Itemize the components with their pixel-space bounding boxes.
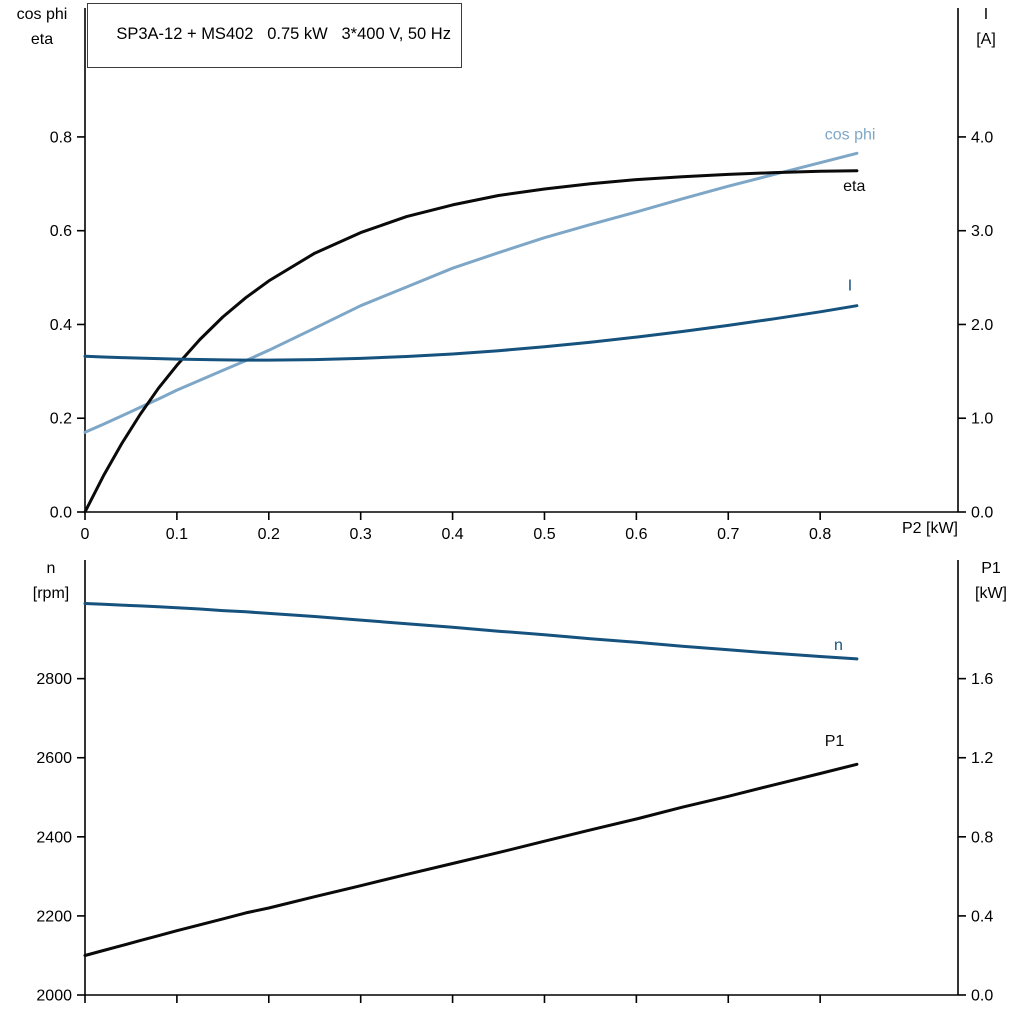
curve-n [83, 602, 859, 661]
left-axis-tick-label: 2800 [36, 671, 72, 688]
x-axis-tick-label: 0.7 [717, 526, 739, 543]
right-axis-tick-label: 2.0 [971, 317, 993, 334]
axis-title-line-p1: P1 [981, 560, 1001, 577]
axis-title-line-eta: eta [30, 31, 54, 48]
x-axis-tick-label: 0 [81, 526, 90, 543]
curve-I [83, 304, 859, 362]
right-axis-tick-label: 1.6 [971, 671, 993, 688]
curve-label-cos-phi: cos phi [825, 126, 876, 143]
x-axis-tick-label: 0.1 [166, 526, 188, 543]
left-axis-tick-label: 0.2 [50, 411, 72, 428]
right-axis-tick-label: 1.2 [971, 750, 993, 767]
x-axis-tick-label: 0.8 [809, 526, 831, 543]
axis-title-line-ampere-unit: [A] [976, 31, 996, 48]
chart-title-box: SP3A-12 + MS402 0.75 kW 3*400 V, 50 Hz [87, 3, 462, 68]
left-axis-tick-label: 2400 [36, 829, 72, 846]
top-chart-left-axis-title: cos phi eta [2, 2, 82, 52]
left-axis-tick-label: 0.6 [50, 223, 72, 240]
axis-title-line-kw-unit: [kW] [975, 585, 1007, 602]
right-axis-tick-label: 4.0 [971, 129, 993, 146]
curve-P1 [83, 762, 859, 957]
curve-cos-phi [83, 151, 859, 434]
curve-label-P1: P1 [825, 733, 845, 750]
x-axis-tick-label: 0.3 [350, 526, 372, 543]
bottom-chart-left-axis-title: n [rpm] [8, 556, 94, 606]
left-axis-tick-label: 2600 [36, 750, 72, 767]
left-axis-tick-label: 0.8 [50, 129, 72, 146]
x-axis-tick-label: 0.5 [533, 526, 555, 543]
right-axis-tick-label: 3.0 [971, 223, 993, 240]
right-axis-tick-label: 0.0 [971, 988, 993, 1005]
chart-title-text: SP3A-12 + MS402 0.75 kW 3*400 V, 50 Hz [116, 25, 451, 43]
x-axis-tick-label: 0.4 [441, 526, 463, 543]
left-axis-tick-label: 0.0 [50, 505, 72, 522]
curve-label-eta: eta [843, 178, 865, 195]
curve-label-I: I [848, 278, 852, 295]
x-axis-tick-label: 0.2 [258, 526, 280, 543]
x-axis-label: P2 [kW] [901, 520, 958, 537]
axis-title-line-speed: n [46, 560, 56, 577]
left-axis-tick-label: 0.4 [50, 317, 72, 334]
curve-eta [83, 169, 859, 514]
axis-title-line-cos-phi: cos phi [16, 6, 68, 23]
top-chart-right-axis-title: I [A] [955, 2, 1017, 52]
right-axis-tick-label: 0.0 [971, 505, 993, 522]
right-axis-tick-label: 0.8 [971, 829, 993, 846]
axis-title-line-current: I [983, 6, 989, 23]
right-axis-tick-label: 1.0 [971, 411, 993, 428]
curve-label-n: n [834, 637, 843, 654]
x-axis-tick-label: 0.6 [625, 526, 647, 543]
right-axis-tick-label: 0.4 [971, 908, 993, 925]
left-axis-tick-label: 2200 [36, 908, 72, 925]
left-axis-tick-label: 2000 [36, 988, 72, 1005]
axis-title-line-rpm-unit: [rpm] [32, 585, 70, 602]
bottom-chart-right-axis-title: P1 [kW] [960, 556, 1022, 606]
